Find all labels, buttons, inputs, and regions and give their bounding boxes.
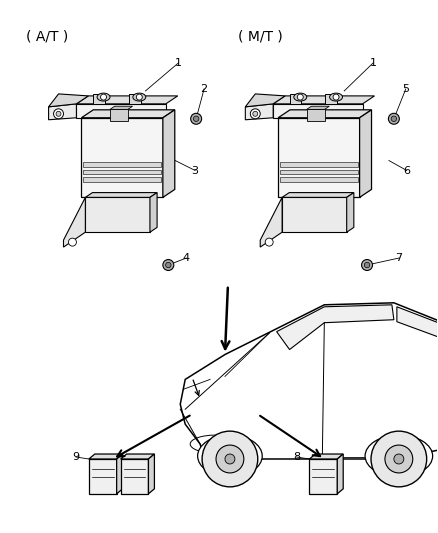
Polygon shape [120,454,155,459]
Polygon shape [163,110,175,197]
Polygon shape [64,197,85,247]
Text: 2: 2 [201,84,208,94]
Bar [290,94,301,104]
Circle shape [166,262,171,268]
Polygon shape [347,192,354,232]
Bar [280,177,357,182]
Ellipse shape [133,93,146,101]
Polygon shape [81,118,163,197]
Polygon shape [360,110,371,197]
Text: 1: 1 [175,58,182,68]
Bar [83,169,161,174]
Polygon shape [309,459,337,494]
Circle shape [371,431,427,487]
Text: 7: 7 [395,253,403,263]
Polygon shape [309,454,343,459]
Polygon shape [81,110,175,118]
Bar [325,94,337,104]
Text: 4: 4 [183,253,190,263]
Bar [83,177,161,182]
Circle shape [101,94,106,100]
Bar [93,94,105,104]
Circle shape [362,260,373,270]
Polygon shape [278,118,360,197]
Polygon shape [85,197,150,232]
Text: 6: 6 [403,166,410,175]
Text: 5: 5 [403,84,409,94]
Polygon shape [110,109,128,122]
Bar [83,161,161,166]
Polygon shape [89,454,123,459]
Polygon shape [89,459,117,494]
PathPatch shape [180,303,438,459]
Polygon shape [110,106,133,109]
Polygon shape [76,104,166,118]
Polygon shape [337,454,343,494]
Text: ( M/T ): ( M/T ) [238,29,283,43]
Ellipse shape [198,435,262,477]
Polygon shape [282,197,347,232]
Circle shape [250,109,260,119]
Polygon shape [49,104,76,120]
PathPatch shape [397,307,438,340]
Polygon shape [278,110,371,118]
Circle shape [364,262,370,268]
Polygon shape [245,104,273,120]
Polygon shape [307,109,325,122]
Text: 1: 1 [370,58,377,68]
Polygon shape [120,459,148,494]
Circle shape [225,454,235,464]
Text: ( A/T ): ( A/T ) [26,29,68,43]
Circle shape [53,109,64,119]
Circle shape [194,116,199,122]
Polygon shape [282,192,354,197]
Circle shape [216,445,244,473]
Polygon shape [245,94,285,107]
Circle shape [265,238,273,246]
Polygon shape [117,454,123,494]
Circle shape [202,431,258,487]
Polygon shape [307,106,329,109]
Polygon shape [260,197,282,247]
Polygon shape [150,192,157,232]
Polygon shape [148,454,155,494]
Ellipse shape [329,93,343,101]
Ellipse shape [294,93,307,101]
Bar [129,94,141,104]
Circle shape [391,116,397,122]
Text: 9: 9 [72,452,79,462]
Polygon shape [273,104,363,118]
Circle shape [389,114,399,124]
PathPatch shape [277,305,394,350]
Bar [280,169,357,174]
Circle shape [191,114,201,124]
Circle shape [385,445,413,473]
Polygon shape [85,192,157,197]
Polygon shape [49,94,88,107]
Polygon shape [76,96,178,104]
Bar [280,161,357,166]
Ellipse shape [365,435,433,477]
Text: 8: 8 [293,452,300,462]
Circle shape [253,111,258,116]
Circle shape [136,94,142,100]
Ellipse shape [97,93,110,101]
Circle shape [56,111,61,116]
Circle shape [163,260,174,270]
Circle shape [333,94,339,100]
Circle shape [394,454,404,464]
Circle shape [68,238,76,246]
Polygon shape [273,96,374,104]
Text: 3: 3 [192,166,199,175]
Circle shape [297,94,303,100]
